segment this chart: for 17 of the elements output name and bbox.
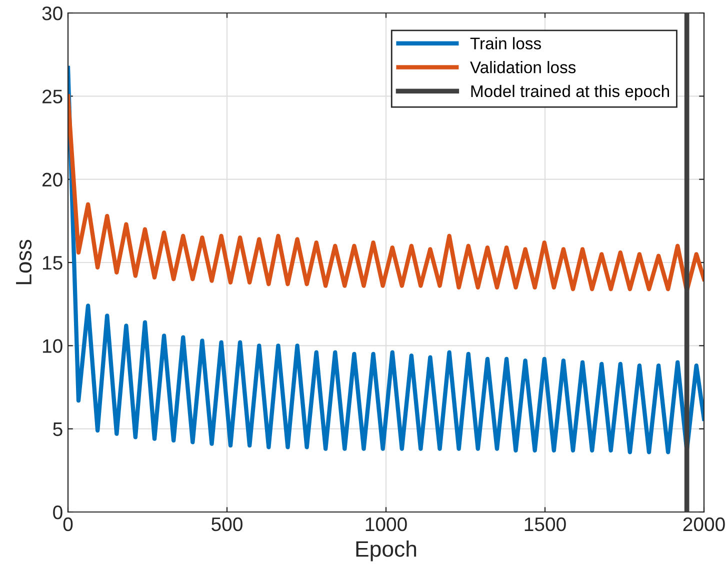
y-tick-label: 25: [42, 90, 62, 104]
x-tick-label: 1000: [366, 517, 407, 532]
y-tick-label: 10: [42, 339, 62, 353]
y-tick-label: 5: [53, 422, 62, 436]
x-tick-label: 0: [63, 517, 73, 532]
ref-line-label: Model trained at this epoch: [471, 84, 670, 100]
x-tick-label: 2000: [683, 517, 725, 532]
x-tick-label: 1500: [524, 517, 566, 532]
x-axis-title: Epoch: [356, 540, 416, 562]
legend-label: Validation loss: [470, 61, 576, 74]
legend-label: Train loss: [470, 37, 541, 50]
y-tick-label: 15: [42, 256, 62, 270]
y-tick-label: 20: [42, 172, 62, 187]
x-tick-label: 500: [212, 517, 242, 532]
y-tick-label: 30: [42, 6, 62, 20]
y-axis-title: Loss: [16, 240, 32, 284]
y-tick-label: 0: [53, 505, 62, 520]
